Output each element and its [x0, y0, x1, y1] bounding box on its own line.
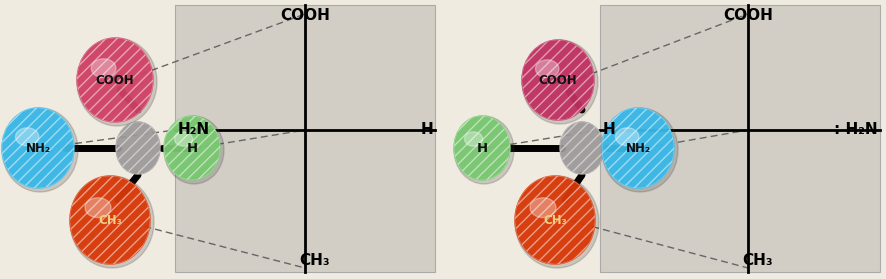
Ellipse shape — [454, 116, 510, 180]
Text: CH₃: CH₃ — [742, 253, 773, 268]
Ellipse shape — [560, 122, 604, 174]
Ellipse shape — [602, 108, 678, 192]
Ellipse shape — [515, 176, 599, 268]
Text: COOH: COOH — [280, 8, 330, 23]
Ellipse shape — [91, 59, 116, 78]
Ellipse shape — [164, 116, 220, 180]
Ellipse shape — [535, 60, 559, 78]
FancyBboxPatch shape — [175, 5, 435, 272]
Ellipse shape — [70, 176, 150, 264]
Text: H: H — [186, 141, 198, 155]
Text: COOH: COOH — [96, 73, 135, 86]
Text: COOH: COOH — [723, 8, 773, 23]
Ellipse shape — [15, 128, 39, 146]
Text: CH₃: CH₃ — [543, 213, 567, 227]
Text: NH₂: NH₂ — [26, 141, 51, 155]
Ellipse shape — [522, 40, 598, 124]
Ellipse shape — [530, 198, 556, 218]
Ellipse shape — [464, 132, 483, 146]
Ellipse shape — [175, 132, 192, 146]
Text: H: H — [603, 122, 616, 138]
Ellipse shape — [2, 108, 74, 188]
Text: H: H — [420, 122, 433, 138]
Ellipse shape — [602, 108, 674, 188]
Ellipse shape — [70, 176, 154, 268]
Text: NH₂: NH₂ — [626, 141, 650, 155]
Text: : H₂N: : H₂N — [835, 122, 878, 138]
FancyBboxPatch shape — [600, 5, 880, 272]
Ellipse shape — [85, 198, 111, 218]
Ellipse shape — [515, 176, 595, 264]
Ellipse shape — [522, 40, 594, 120]
Ellipse shape — [616, 128, 639, 146]
Ellipse shape — [116, 122, 160, 174]
Ellipse shape — [77, 38, 157, 126]
Ellipse shape — [164, 116, 224, 184]
Text: H: H — [477, 141, 487, 155]
Ellipse shape — [2, 108, 78, 192]
Text: CH₃: CH₃ — [299, 253, 330, 268]
Text: H₂N: H₂N — [178, 122, 210, 138]
Ellipse shape — [454, 116, 514, 184]
Ellipse shape — [77, 38, 153, 122]
Text: CH₃: CH₃ — [98, 213, 122, 227]
Text: COOH: COOH — [539, 73, 578, 86]
